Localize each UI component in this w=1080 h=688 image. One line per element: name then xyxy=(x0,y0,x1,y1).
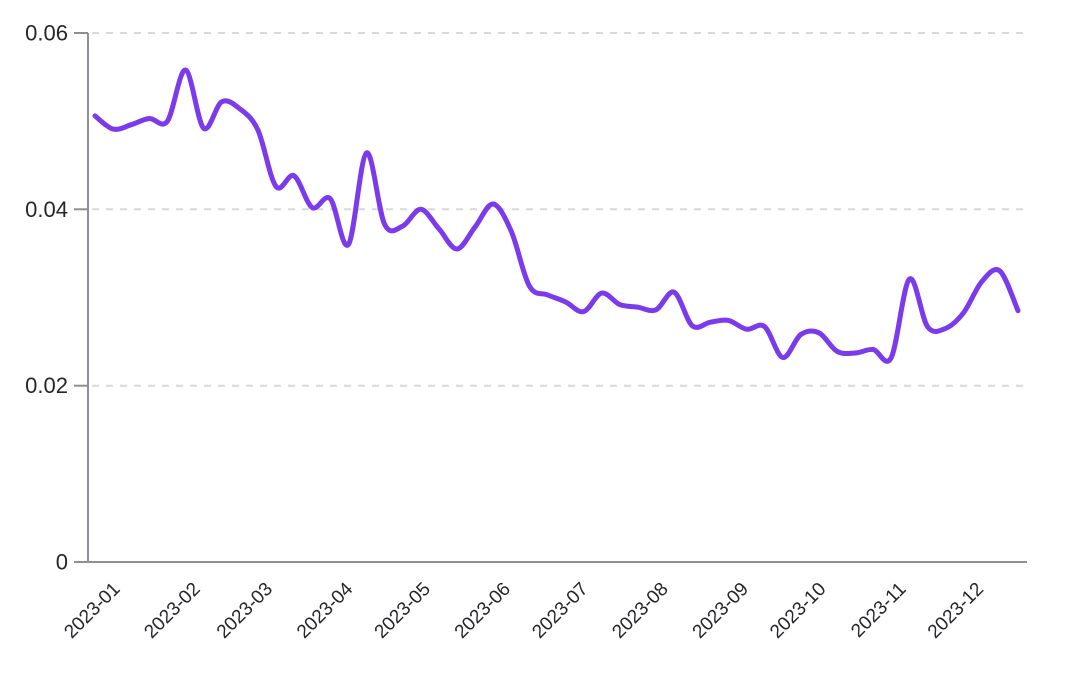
x-axis-tick-label: 2023-12 xyxy=(924,579,988,643)
x-axis-tick-label: 2023-07 xyxy=(528,579,592,643)
y-axis-tick-label: 0.04 xyxy=(25,197,68,222)
y-axis-tick-label: 0.02 xyxy=(25,373,68,398)
x-axis-tick-label: 2023-03 xyxy=(213,579,277,643)
data-series-line xyxy=(92,67,1021,364)
x-axis-tick-label: 2023-08 xyxy=(608,579,672,643)
x-axis-tick-label: 2023-09 xyxy=(689,579,753,643)
x-axis-tick-label: 2023-04 xyxy=(293,578,357,642)
x-axis-tick-label: 2023-06 xyxy=(451,579,515,643)
x-axis-tick-label: 2023-01 xyxy=(60,579,124,643)
x-axis-tick-label: 2023-02 xyxy=(140,579,204,643)
y-axis-tick-label: 0 xyxy=(56,550,68,575)
x-axis-tick-label: 2023-11 xyxy=(847,579,910,642)
y-axis-tick-label: 0.06 xyxy=(25,21,68,46)
x-axis-tick-label: 2023-10 xyxy=(766,579,830,643)
x-axis-tick-label: 2023-05 xyxy=(371,579,435,643)
